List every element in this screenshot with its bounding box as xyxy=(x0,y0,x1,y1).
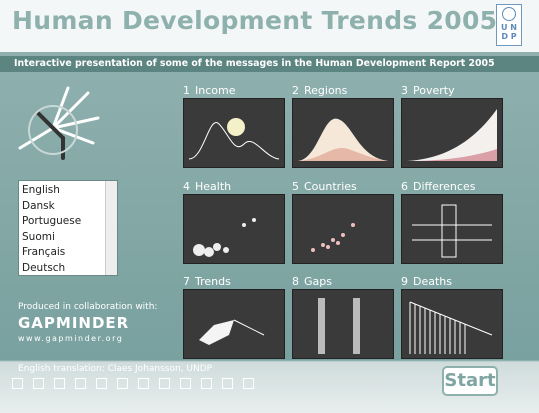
thumb-shape xyxy=(234,320,264,335)
thumb-shape xyxy=(204,247,214,257)
nav-square[interactable] xyxy=(159,378,170,389)
nav-square[interactable] xyxy=(33,378,44,389)
nav-square[interactable] xyxy=(54,378,65,389)
tile-thumbnail[interactable] xyxy=(401,289,503,359)
tile-name: Regions xyxy=(304,84,347,97)
intro-graphic xyxy=(8,78,108,173)
tile-number: 7 xyxy=(183,275,190,288)
scrollbar[interactable] xyxy=(105,181,117,275)
tile-thumbnail[interactable] xyxy=(292,289,394,359)
tile-name: Income xyxy=(195,84,235,97)
tile-number: 5 xyxy=(292,180,299,193)
thumb-shape xyxy=(341,233,345,237)
tile-number: 3 xyxy=(401,84,408,97)
tile-number: 4 xyxy=(183,180,190,193)
thumb-shape xyxy=(353,298,360,354)
tile-label[interactable]: 7 Trends xyxy=(183,275,236,288)
tile-label[interactable]: 8 Gaps xyxy=(292,275,337,288)
nav-square[interactable] xyxy=(138,378,149,389)
language-item[interactable]: Dansk xyxy=(19,199,117,215)
logo-text: U N xyxy=(497,23,521,32)
tile-name: Health xyxy=(195,180,231,193)
logo-text: D P xyxy=(497,32,521,41)
nav-square[interactable] xyxy=(96,378,107,389)
tile-name: Differences xyxy=(413,180,475,193)
tile-number: 8 xyxy=(292,275,299,288)
tile-name: Poverty xyxy=(413,84,455,97)
thumb-graphic xyxy=(402,290,502,358)
nav-square[interactable] xyxy=(243,378,254,389)
thumb-graphic xyxy=(184,99,284,167)
tile-thumbnail[interactable] xyxy=(183,289,285,359)
thumb-graphic xyxy=(402,99,502,167)
thumb-shape xyxy=(321,243,325,247)
tile-thumbnail[interactable] xyxy=(401,98,503,168)
thumb-graphic xyxy=(293,99,393,167)
tile-label[interactable]: 2 Regions xyxy=(292,84,352,97)
tile-number: 2 xyxy=(292,84,299,97)
thumb-graphic xyxy=(184,195,284,263)
tile-name: Deaths xyxy=(413,275,452,288)
tile-thumbnail[interactable] xyxy=(292,194,394,264)
nav-square[interactable] xyxy=(75,378,86,389)
tile-thumbnail[interactable] xyxy=(183,98,285,168)
nav-square[interactable] xyxy=(180,378,191,389)
translation-credit: English translation: Claes Johansson, UN… xyxy=(18,364,212,374)
logo-globe xyxy=(502,7,516,21)
app-window: Human Development Trends 2005 U N D P In… xyxy=(0,0,539,413)
thumb-graphic xyxy=(293,195,393,263)
thumb-graphic xyxy=(184,290,284,358)
thumb-graphic xyxy=(402,195,502,263)
start-button[interactable]: Start xyxy=(442,366,498,396)
thumb-shape xyxy=(351,223,355,227)
tile-number: 9 xyxy=(401,275,408,288)
partner-url: www.gapminder.org xyxy=(18,334,123,343)
thumb-shape xyxy=(336,241,340,245)
tile-label[interactable]: 3 Poverty xyxy=(401,84,460,97)
thumb-shape xyxy=(227,118,245,136)
tile-label[interactable]: 4 Health xyxy=(183,180,236,193)
thumb-shape xyxy=(331,238,335,242)
thumb-shape xyxy=(213,243,221,251)
undp-logo: U N D P xyxy=(496,4,522,46)
tile-label[interactable]: 1 Income xyxy=(183,84,240,97)
tile-label[interactable]: 5 Countries xyxy=(292,180,362,193)
credit-text: Produced in collaboration with: xyxy=(18,302,157,312)
thumb-shape xyxy=(318,298,325,354)
nav-square[interactable] xyxy=(222,378,233,389)
language-item[interactable]: Suomi xyxy=(19,230,117,246)
thumb-graphic xyxy=(293,290,393,358)
subtitle: Interactive presentation of some of the … xyxy=(14,58,495,69)
thumb-shape xyxy=(223,247,229,253)
tile-label[interactable]: 6 Differences xyxy=(401,180,480,193)
nav-square[interactable] xyxy=(117,378,128,389)
tile-thumbnail[interactable] xyxy=(183,194,285,264)
tile-label[interactable]: 9 Deaths xyxy=(401,275,457,288)
tile-name: Trends xyxy=(195,275,231,288)
tile-thumbnail[interactable] xyxy=(401,194,503,264)
app-title: Human Development Trends 2005 xyxy=(12,6,497,35)
partner-name: GAPMINDER xyxy=(18,314,129,332)
thumb-shape xyxy=(410,302,492,335)
nav-square[interactable] xyxy=(201,378,212,389)
thumb-shape xyxy=(193,244,205,256)
tile-name: Gaps xyxy=(304,275,332,288)
thumb-shape xyxy=(242,223,246,227)
tile-number: 1 xyxy=(183,84,190,97)
thumb-shape xyxy=(442,205,456,257)
language-item[interactable]: English xyxy=(19,183,117,199)
tile-number: 6 xyxy=(401,180,408,193)
thumb-shape xyxy=(326,245,330,249)
language-item[interactable]: Portuguese xyxy=(19,214,117,230)
thumb-shape xyxy=(252,218,256,222)
language-item[interactable]: Deutsch xyxy=(19,261,117,277)
thumb-shape xyxy=(199,320,234,345)
nav-square[interactable] xyxy=(12,378,23,389)
language-item[interactable]: Français xyxy=(19,245,117,261)
thumb-shape xyxy=(311,248,315,252)
tile-thumbnail[interactable] xyxy=(292,98,394,168)
tile-name: Countries xyxy=(304,180,357,193)
